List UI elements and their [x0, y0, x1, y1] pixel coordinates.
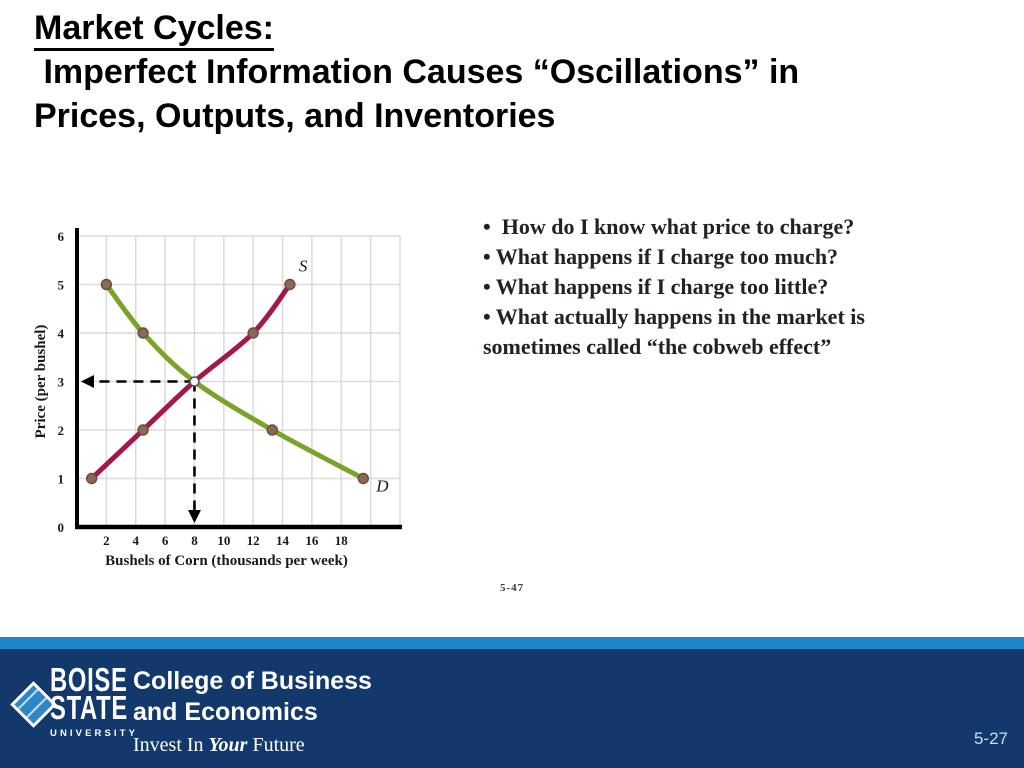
slide-title: Market Cycles: Imperfect Information Cau…: [34, 6, 799, 138]
svg-text:5: 5: [58, 278, 65, 293]
bullet-item: • What happens if I charge too much?: [483, 244, 839, 269]
svg-text:18: 18: [335, 533, 349, 548]
svg-text:8: 8: [191, 533, 198, 548]
figure-number: 5-47: [500, 582, 525, 594]
college-name-line: and Economics: [133, 698, 318, 726]
svg-text:3: 3: [58, 375, 65, 390]
supply-demand-chart: 2 4 6 8 10 12 14 16 18 0 1 2 3 4 5 6 Bushels of Corn (th…: [30, 196, 460, 596]
title-line: Prices, Outputs, and Inventories: [34, 97, 556, 135]
svg-text:16: 16: [305, 533, 319, 548]
svg-text:2: 2: [103, 533, 110, 548]
svg-text:S: S: [299, 257, 308, 276]
svg-text:1: 1: [58, 472, 65, 487]
svg-text:6: 6: [162, 533, 169, 548]
boise-state-wordmark: BOISE STATE UNIVERSITY: [50, 661, 158, 739]
svg-text:4: 4: [58, 326, 65, 341]
wordmark-line: BOISE: [50, 661, 128, 698]
svg-text:14: 14: [276, 533, 290, 548]
bullet-list: • How do I know what price to charge? • …: [483, 212, 885, 362]
footer-stripe-accent: [0, 637, 1024, 649]
svg-text:12: 12: [247, 533, 260, 548]
college-tagline: Invest In Your Future: [133, 734, 305, 756]
wordmark-university: UNIVERSITY: [50, 728, 139, 739]
title-underlined-text: Market Cycles:: [34, 9, 275, 51]
wordmark-line: STATE: [50, 689, 128, 726]
svg-text:10: 10: [217, 533, 230, 548]
slide-page-number: 5-27: [973, 729, 1008, 748]
svg-text:2: 2: [58, 423, 65, 438]
title-line: Imperfect Information Causes “Oscillatio…: [34, 53, 800, 91]
bullet-item: • How do I know what price to charge?: [483, 214, 855, 239]
boise-state-diamond-icon: [8, 679, 57, 728]
svg-text:4: 4: [132, 533, 139, 548]
bullet-item: • What actually happens in the market is…: [483, 304, 865, 359]
college-name-line: College of Business: [133, 667, 372, 695]
svg-text:Bushels of Corn (thousands per: Bushels of Corn (thousands per week): [105, 553, 348, 569]
svg-text:D: D: [375, 477, 389, 496]
footer-bar: [0, 649, 1024, 768]
title-line: Market Cycles:: [34, 6, 799, 51]
bullet-item: • What happens if I charge too little?: [483, 274, 829, 299]
svg-text:6: 6: [58, 229, 65, 244]
college-block: College of Business and Economics Invest…: [133, 666, 372, 757]
svg-text:0: 0: [58, 520, 65, 535]
svg-text:Price (per bushel): Price (per bushel): [33, 325, 49, 439]
